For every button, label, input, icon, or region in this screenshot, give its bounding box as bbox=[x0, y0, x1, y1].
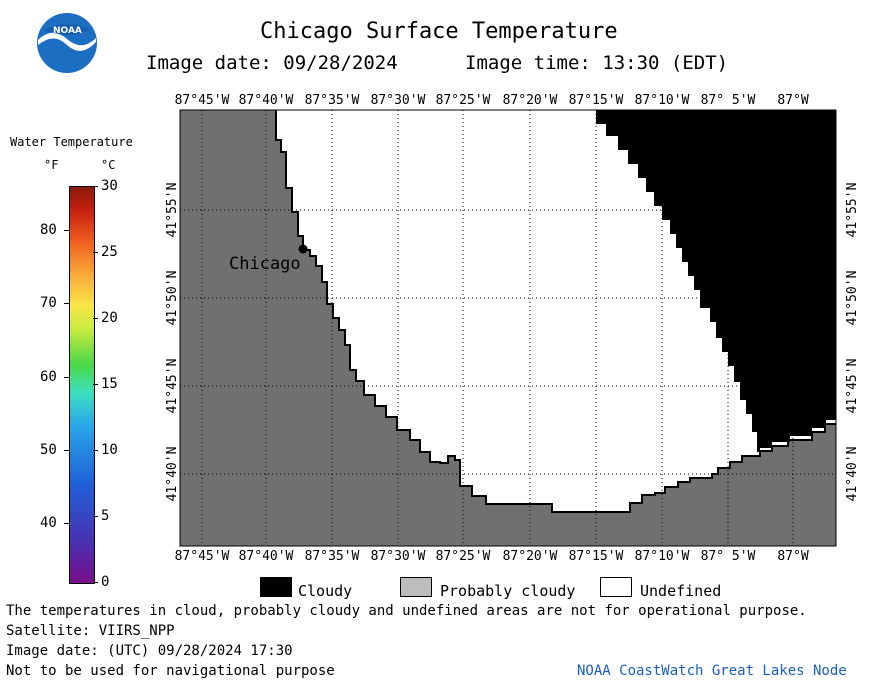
colorbar-tick-f: 80 bbox=[40, 222, 57, 238]
colorbar-tick-mark bbox=[93, 450, 98, 451]
lon-label-top: 87°15'W bbox=[569, 93, 624, 108]
lon-labels-top: 87°45'W 87°40'W 87°35'W 87°30'W 87°25'W 87°20… bbox=[175, 93, 809, 108]
noaa-logo-text: NOAA bbox=[53, 26, 82, 36]
noaa-logo: NOAA bbox=[36, 12, 98, 74]
lon-label-bottom: 87°20'W bbox=[503, 549, 558, 564]
lon-label-top: 87°35'W bbox=[305, 93, 360, 108]
colorbar-tick-f: 50 bbox=[40, 442, 57, 458]
lon-label-bottom: 87°W bbox=[777, 549, 808, 564]
lon-label-top: 87°40'W bbox=[239, 93, 294, 108]
lon-label-top: 87°30'W bbox=[371, 93, 426, 108]
footer-nav-warning: Not to be used for navigational purpose bbox=[6, 663, 335, 679]
lat-label-left: 41°45'N bbox=[165, 359, 180, 414]
colorbar-unit-c: °C bbox=[101, 158, 116, 172]
chicago-marker bbox=[298, 244, 308, 254]
colorbar-unit-f: °F bbox=[44, 158, 59, 172]
colorbar-tick-c: 30 bbox=[101, 178, 118, 194]
lon-label-bottom: 87°30'W bbox=[371, 549, 426, 564]
colorbar-tick-c: 15 bbox=[101, 376, 118, 392]
lon-label-bottom: 87°40'W bbox=[239, 549, 294, 564]
legend-label-probably-cloudy: Probably cloudy bbox=[440, 582, 576, 600]
lon-label-bottom: 87° 5'W bbox=[701, 549, 756, 564]
lat-label-left: 41°55'N bbox=[165, 183, 180, 238]
city-label: Chicago bbox=[229, 254, 301, 274]
lon-label-bottom: 87°10'W bbox=[635, 549, 690, 564]
lat-label-right: 41°40'N bbox=[845, 447, 860, 502]
colorbar-tick-c: 10 bbox=[101, 442, 118, 458]
lat-labels-right: 41°55'N 41°50'N 41°45'N 41°40'N bbox=[845, 183, 860, 502]
legend-label-cloudy: Cloudy bbox=[298, 582, 353, 600]
footer-utc-date: Image date: (UTC) 09/28/2024 17:30 bbox=[6, 643, 293, 659]
lat-label-left: 41°50'N bbox=[165, 271, 180, 326]
colorbar-tick-mark bbox=[64, 523, 69, 525]
colorbar-tick-mark bbox=[64, 303, 69, 305]
colorbar-tick-mark bbox=[93, 384, 98, 385]
footer-credit: NOAA CoastWatch Great Lakes Node bbox=[577, 663, 847, 679]
legend-label-undefined: Undefined bbox=[640, 582, 722, 600]
colorbar-tick-f: 60 bbox=[40, 368, 57, 385]
graticule bbox=[180, 110, 836, 546]
lat-label-left: 41°40'N bbox=[165, 447, 180, 502]
lat-label-right: 41°55'N bbox=[845, 183, 860, 238]
lon-label-bottom: 87°15'W bbox=[569, 549, 624, 564]
lon-label-bottom: 87°35'W bbox=[305, 549, 360, 564]
lon-label-top: 87°25'W bbox=[436, 93, 491, 108]
colorbar-tick-mark bbox=[64, 230, 69, 231]
coastline bbox=[275, 110, 836, 513]
colorbar-tick-f: 70 bbox=[40, 295, 57, 312]
cloudy-area bbox=[596, 110, 836, 452]
lat-label-right: 41°50'N bbox=[845, 271, 860, 326]
lon-label-top: 87°20'W bbox=[503, 93, 558, 108]
image-time: Image time: 13:30 (EDT) bbox=[465, 52, 729, 74]
land-area bbox=[180, 110, 836, 546]
colorbar-tick-c: 0 bbox=[101, 574, 110, 590]
noaa-logo-icon bbox=[37, 13, 97, 73]
lon-label-top: 87°45'W bbox=[175, 93, 230, 108]
map-frame bbox=[179, 109, 837, 547]
colorbar-tick-mark bbox=[93, 582, 98, 583]
colorbar-tick-c: 5 bbox=[101, 508, 110, 524]
image-date: Image date: 09/28/2024 bbox=[146, 52, 398, 74]
lon-label-bottom: 87°45'W bbox=[175, 549, 230, 564]
colorbar-tick-mark bbox=[93, 516, 98, 517]
colorbar-tick-mark bbox=[93, 318, 98, 319]
footer-disclaimer: The temperatures in cloud, probably clou… bbox=[6, 603, 807, 619]
lon-labels-bottom: 87°45'W 87°40'W 87°35'W 87°30'W 87°25'W 87°20… bbox=[175, 549, 809, 564]
lon-label-top: 87°10'W bbox=[635, 93, 690, 108]
colorbar bbox=[69, 186, 95, 584]
page-title: Chicago Surface Temperature bbox=[260, 19, 618, 44]
lon-label-top: 87° 5'W bbox=[701, 93, 756, 108]
legend-swatch-undefined bbox=[600, 577, 632, 597]
colorbar-tick-c: 20 bbox=[101, 310, 118, 326]
colorbar-tick-c: 25 bbox=[101, 244, 118, 260]
lon-label-bottom: 87°25'W bbox=[436, 549, 491, 564]
legend-swatch-cloudy bbox=[260, 577, 292, 597]
lon-label-top: 87°W bbox=[777, 93, 808, 108]
lat-labels-left: 41°55'N 41°50'N 41°45'N 41°40'N bbox=[165, 183, 180, 502]
colorbar-title: Water Temperature bbox=[10, 135, 133, 149]
colorbar-tick-mark bbox=[64, 450, 69, 451]
colorbar-tick-f: 40 bbox=[40, 515, 57, 532]
colorbar-tick-mark bbox=[93, 186, 98, 187]
footer-satellite: Satellite: VIIRS_NPP bbox=[6, 623, 175, 639]
legend-swatch-probably-cloudy bbox=[400, 577, 432, 597]
colorbar-tick-mark bbox=[93, 252, 98, 253]
lat-label-right: 41°45'N bbox=[845, 359, 860, 414]
colorbar-tick-mark bbox=[64, 376, 69, 378]
